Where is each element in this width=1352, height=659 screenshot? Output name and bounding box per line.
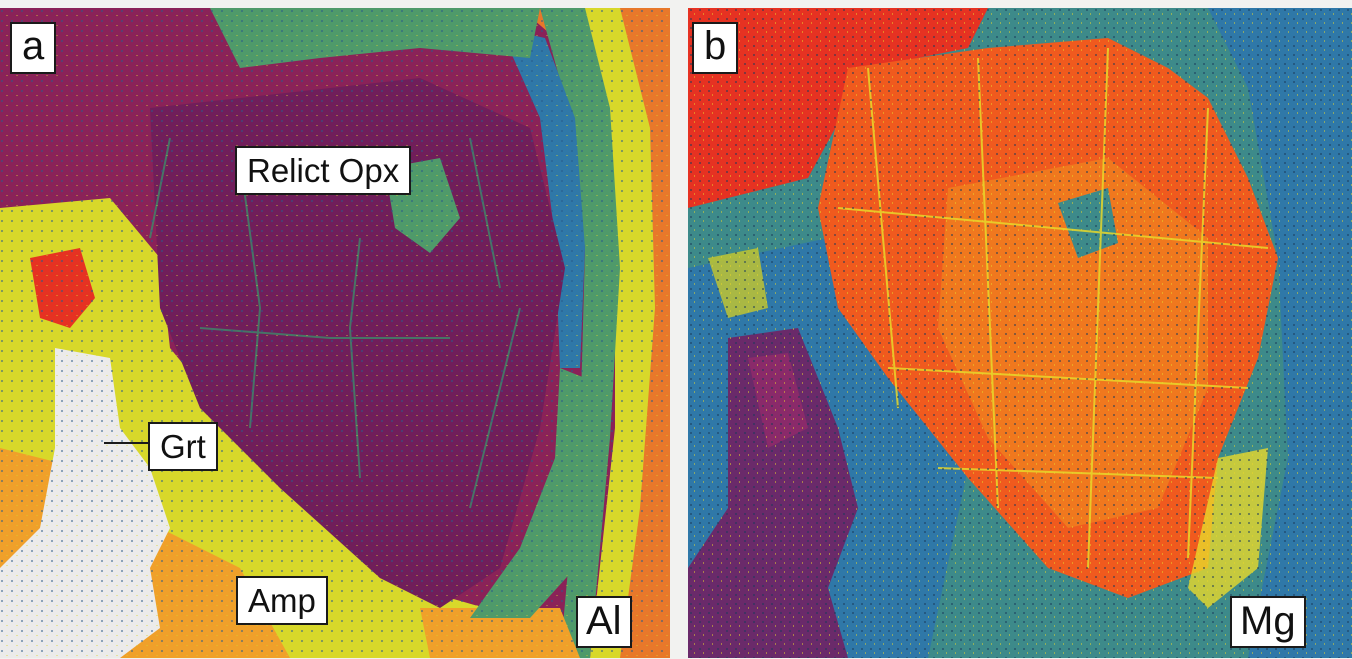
label-grt: Grt [148, 422, 218, 471]
grt-leader-line [104, 442, 150, 444]
panel-b-mg-map: b Mg [688, 8, 1352, 658]
mg-map-image [688, 8, 1352, 658]
element-label-mg: Mg [1230, 596, 1306, 648]
label-amp: Amp [236, 576, 328, 625]
panel-a-al-map: a Relict Opx Grt Amp Al [0, 8, 670, 658]
panel-letter-b: b [692, 22, 739, 74]
panel-letter-a: a [10, 22, 57, 74]
label-relict-opx: Relict Opx [235, 146, 412, 195]
element-label-al: Al [576, 596, 632, 648]
al-map-image [0, 8, 670, 658]
